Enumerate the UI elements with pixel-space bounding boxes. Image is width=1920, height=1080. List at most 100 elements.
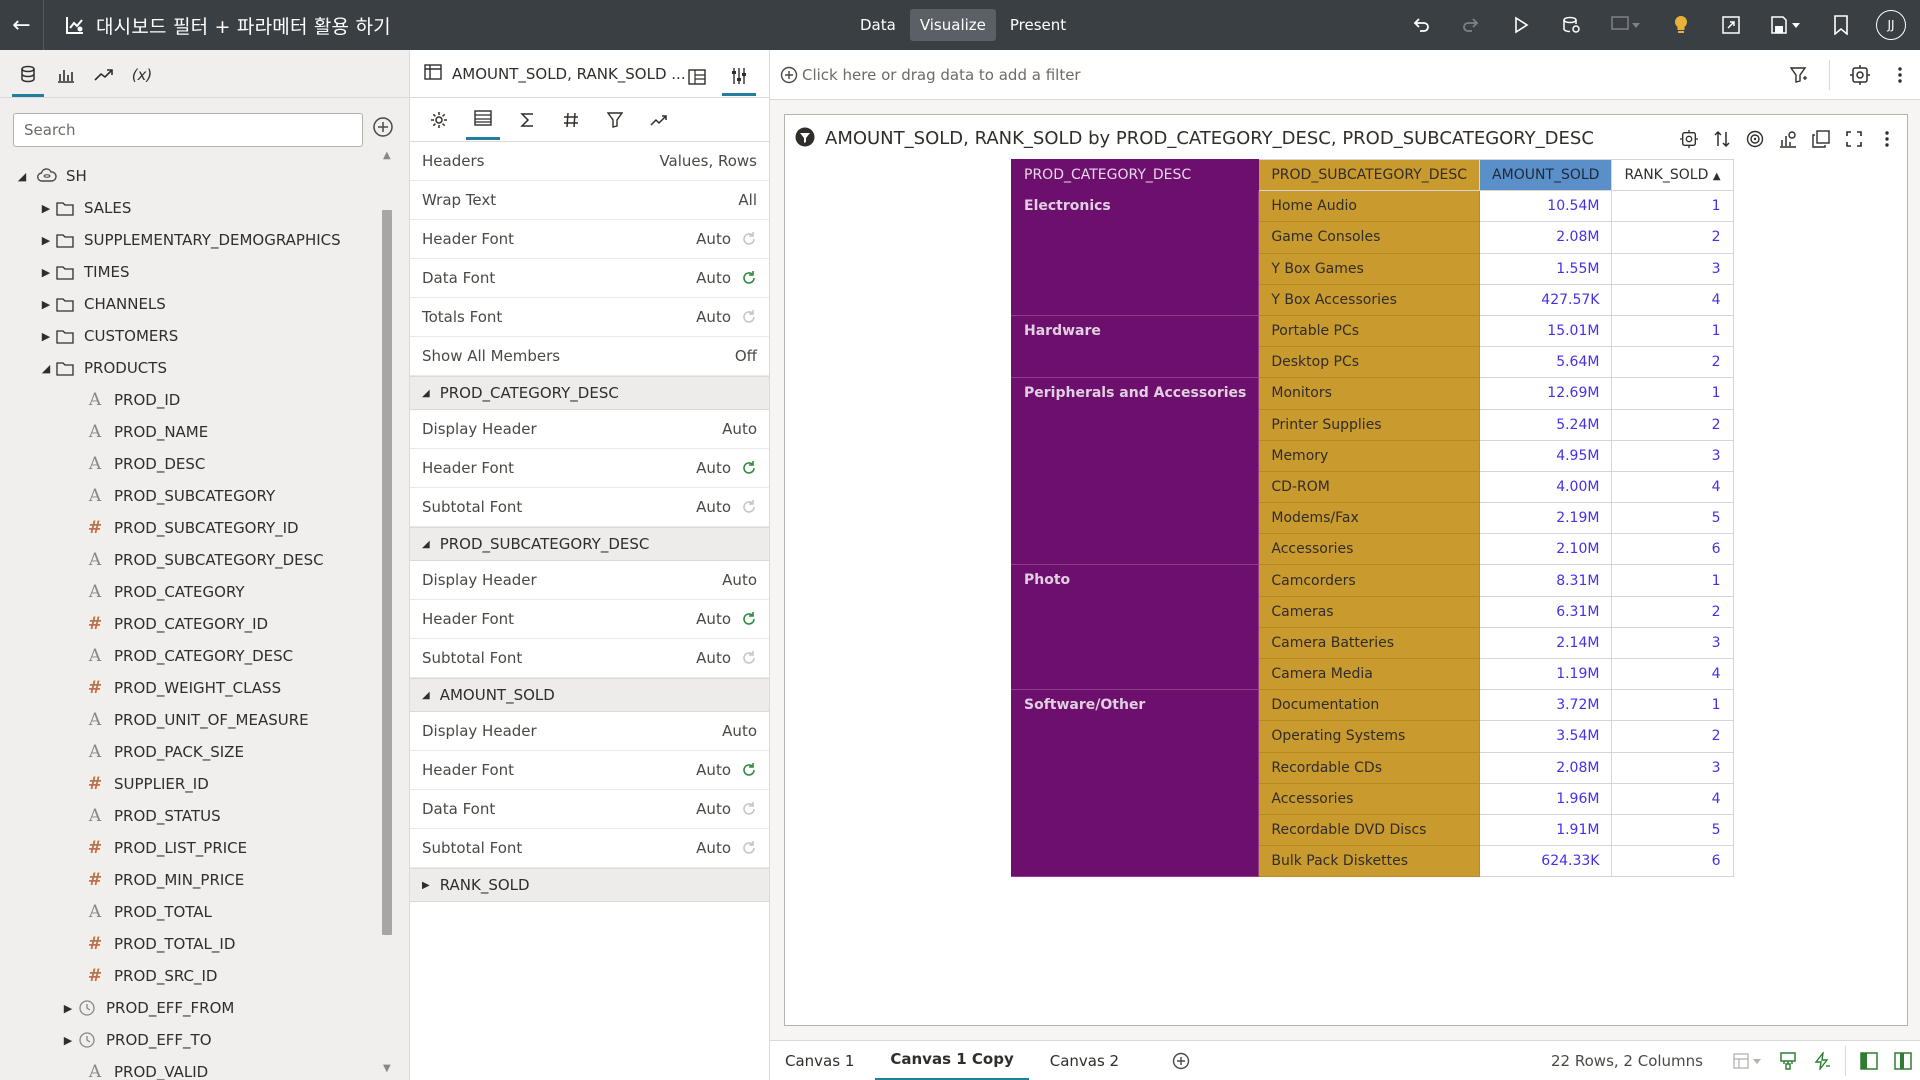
tree-column[interactable]: # PROD_LIST_PRICE bbox=[0, 832, 380, 864]
data-tab-icon[interactable] bbox=[12, 53, 44, 97]
cell-amount-sold[interactable]: 1.91M bbox=[1479, 813, 1613, 847]
expand-icon[interactable]: ▶ bbox=[41, 329, 51, 343]
tree-folder[interactable]: ▶ TIMES bbox=[0, 256, 380, 288]
tree-column[interactable]: A PROD_SUBCATEGORY bbox=[0, 480, 380, 512]
run-icon[interactable] bbox=[1496, 0, 1546, 50]
bookmark-icon[interactable] bbox=[1816, 0, 1866, 50]
cell-rank-sold[interactable]: 3 bbox=[1611, 626, 1734, 660]
reset-font-icon[interactable] bbox=[741, 840, 757, 856]
cell-amount-sold[interactable]: 15.01M bbox=[1479, 314, 1613, 348]
property-row[interactable]: Show All Members Off bbox=[410, 337, 769, 376]
tree-folder[interactable]: ◢ PRODUCTS bbox=[0, 352, 380, 384]
general-gear-icon[interactable] bbox=[422, 100, 456, 140]
cell-rank-sold[interactable]: 2 bbox=[1611, 346, 1734, 379]
cell-subcategory[interactable]: Recordable CDs bbox=[1258, 751, 1481, 784]
property-row[interactable]: Display Header Auto bbox=[410, 561, 769, 600]
tree-column[interactable]: A PROD_CATEGORY_DESC bbox=[0, 640, 380, 672]
tree-column[interactable]: # PROD_MIN_PRICE bbox=[0, 864, 380, 896]
reset-font-icon[interactable] bbox=[741, 460, 757, 476]
expand-icon[interactable]: ▶ bbox=[41, 201, 51, 215]
filter-options-icon[interactable] bbox=[1779, 50, 1819, 100]
viz-menu-icon[interactable] bbox=[1870, 125, 1903, 153]
property-section-header[interactable]: ▶ RANK_SOLD bbox=[410, 868, 769, 902]
cell-rank-sold[interactable]: 1 bbox=[1611, 377, 1734, 410]
property-value[interactable]: Auto bbox=[696, 800, 757, 818]
cell-amount-sold[interactable]: 3.72M bbox=[1479, 689, 1613, 722]
canvas-tab[interactable]: Canvas 2 bbox=[1049, 1051, 1120, 1070]
duplicate-icon[interactable] bbox=[1804, 125, 1837, 153]
refresh-data-icon[interactable] bbox=[1546, 0, 1596, 50]
comments-icon[interactable] bbox=[1596, 0, 1656, 50]
tree-column[interactable]: A PROD_STATUS bbox=[0, 800, 380, 832]
cell-rank-sold[interactable]: 3 bbox=[1611, 751, 1734, 784]
tree-column[interactable]: ▶ PROD_EFF_FROM bbox=[0, 992, 380, 1024]
property-value[interactable]: Auto bbox=[696, 230, 757, 248]
property-row[interactable]: Display Header Auto bbox=[410, 410, 769, 449]
property-row[interactable]: Headers Values, Rows bbox=[410, 142, 769, 181]
brush-icon[interactable] bbox=[1771, 1041, 1805, 1080]
edge-labels-table-icon[interactable] bbox=[466, 100, 500, 140]
toggle-grammar-panel-icon[interactable] bbox=[1886, 1041, 1920, 1080]
property-row[interactable]: Data Font Auto bbox=[410, 259, 769, 298]
cell-rank-sold[interactable]: 4 bbox=[1611, 782, 1734, 815]
expand-triangle-icon[interactable]: ▶ bbox=[422, 879, 430, 891]
explain-icon[interactable] bbox=[1771, 125, 1804, 153]
collapse-icon[interactable]: ◢ bbox=[17, 169, 27, 183]
expand-icon[interactable]: ▶ bbox=[63, 1001, 73, 1015]
tree-column[interactable]: A PROD_DESC bbox=[0, 448, 380, 480]
tree-column[interactable]: A PROD_ID bbox=[0, 384, 380, 416]
mode-data[interactable]: Data bbox=[860, 16, 896, 34]
cell-rank-sold[interactable]: 4 bbox=[1611, 657, 1734, 691]
cell-subcategory[interactable]: Camera Batteries bbox=[1258, 626, 1481, 660]
cell-subcategory[interactable]: Y Box Accessories bbox=[1258, 283, 1481, 316]
collapse-triangle-icon[interactable]: ◢ bbox=[422, 387, 430, 399]
cell-rank-sold[interactable]: 2 bbox=[1611, 720, 1734, 753]
tree-folder[interactable]: ▶ SALES bbox=[0, 192, 380, 224]
analytics-trend-icon[interactable] bbox=[642, 100, 676, 140]
cell-rank-sold[interactable]: 1 bbox=[1611, 564, 1734, 597]
cell-subcategory[interactable]: Recordable DVD Discs bbox=[1258, 813, 1481, 847]
property-section-header[interactable]: ◢ AMOUNT_SOLD bbox=[410, 678, 769, 712]
more-options-icon[interactable] bbox=[1880, 50, 1920, 100]
toggle-data-panel-icon[interactable] bbox=[1852, 1041, 1886, 1080]
reset-font-icon[interactable] bbox=[741, 231, 757, 247]
property-row[interactable]: Data Font Auto bbox=[410, 790, 769, 829]
filter-applied-icon[interactable] bbox=[795, 127, 817, 149]
cell-amount-sold[interactable]: 427.57K bbox=[1479, 283, 1613, 316]
auto-apply-viz-icon[interactable] bbox=[1672, 125, 1705, 153]
insights-lightbulb-icon[interactable] bbox=[1656, 0, 1706, 50]
property-value[interactable]: Auto bbox=[696, 610, 757, 628]
expand-icon[interactable]: ▶ bbox=[63, 1033, 73, 1047]
cell-subcategory[interactable]: Documentation bbox=[1258, 689, 1481, 722]
property-value[interactable]: Auto bbox=[696, 649, 757, 667]
values-hash-icon[interactable] bbox=[554, 100, 588, 140]
tree-column[interactable]: # PROD_SUBCATEGORY_ID bbox=[0, 512, 380, 544]
export-icon[interactable] bbox=[1706, 0, 1756, 50]
tree-column[interactable]: ▶ PROD_EFF_TO bbox=[0, 1024, 380, 1056]
visualizations-tab-icon[interactable] bbox=[50, 53, 82, 97]
cell-rank-sold[interactable]: 1 bbox=[1611, 689, 1734, 722]
cell-subcategory[interactable]: Portable PCs bbox=[1258, 314, 1481, 348]
cell-subcategory[interactable]: Accessories bbox=[1258, 782, 1481, 815]
property-row[interactable]: Header Font Auto bbox=[410, 449, 769, 488]
property-section-header[interactable]: ◢ PROD_SUBCATEGORY_DESC bbox=[410, 527, 769, 561]
cell-subcategory[interactable]: Y Box Games bbox=[1258, 252, 1481, 285]
tree-column[interactable]: A PROD_SUBCATEGORY_DESC bbox=[0, 544, 380, 576]
workbook-title[interactable]: 대시보드 필터 + 파라메터 활용 하기 bbox=[96, 15, 391, 38]
property-row[interactable]: Header Font Auto bbox=[410, 600, 769, 639]
cell-amount-sold[interactable]: 1.96M bbox=[1479, 782, 1613, 815]
cell-subcategory[interactable]: Home Audio bbox=[1258, 190, 1481, 223]
cell-amount-sold[interactable]: 1.19M bbox=[1479, 657, 1613, 691]
tree-column[interactable]: A PROD_UNIT_OF_MEASURE bbox=[0, 704, 380, 736]
cell-rank-sold[interactable]: 1 bbox=[1611, 190, 1734, 223]
cell-rank-sold[interactable]: 6 bbox=[1611, 845, 1734, 878]
cell-amount-sold[interactable]: 2.14M bbox=[1479, 626, 1613, 660]
cell-subcategory[interactable]: Camera Media bbox=[1258, 657, 1481, 691]
property-row[interactable]: Header Font Auto bbox=[410, 751, 769, 790]
collapse-triangle-icon[interactable]: ◢ bbox=[422, 538, 430, 550]
tree-column[interactable]: # PROD_SRC_ID bbox=[0, 960, 380, 992]
property-row[interactable]: Subtotal Font Auto bbox=[410, 488, 769, 527]
property-row[interactable]: Subtotal Font Auto bbox=[410, 639, 769, 678]
reset-font-icon[interactable] bbox=[741, 611, 757, 627]
header-prod-category-desc[interactable]: PROD_CATEGORY_DESC bbox=[1010, 158, 1260, 192]
